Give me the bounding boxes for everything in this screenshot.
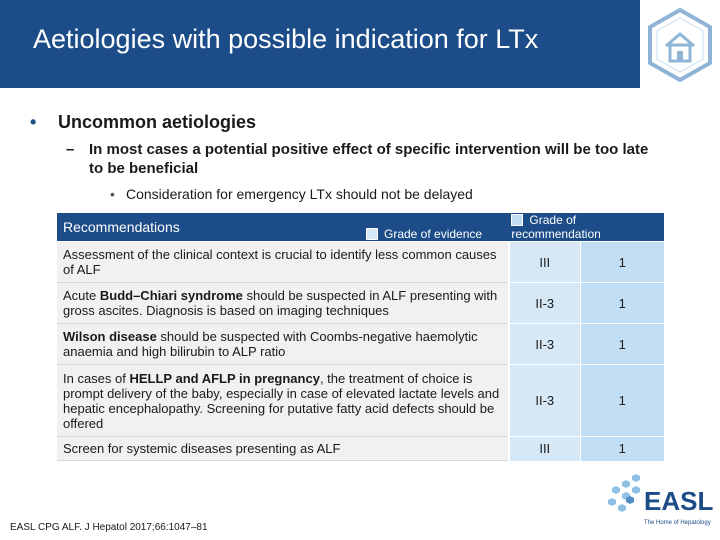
recommendation-text: Screen for systemic diseases presenting … bbox=[57, 436, 509, 461]
grade-of-evidence: II-3 bbox=[508, 282, 580, 324]
grade-of-recommendation: 1 bbox=[579, 436, 664, 461]
grade-of-recommendation: 1 bbox=[579, 282, 664, 324]
recommendations-table: Recommendations Grade of evidence Grade … bbox=[57, 213, 664, 461]
bullet-level-1: • Uncommon aetiologies bbox=[30, 112, 256, 133]
table-row: Wilson disease should be suspected with … bbox=[57, 323, 664, 365]
table-header-row: Recommendations Grade of evidence Grade … bbox=[57, 213, 664, 242]
easl-logo-graphic: EASL The Home of Hepatology bbox=[608, 474, 713, 526]
grade-of-evidence: II-3 bbox=[508, 323, 580, 365]
recommendation-text: In cases of HELLP and AFLP in pregnancy,… bbox=[57, 364, 509, 437]
bullet-dot: • bbox=[30, 112, 37, 132]
logo-tagline: The Home of Hepatology bbox=[644, 520, 711, 526]
grade-of-evidence: III bbox=[508, 241, 580, 283]
table-row: In cases of HELLP and AFLP in pregnancy,… bbox=[57, 364, 664, 437]
title-bar: Aetiologies with possible indication for… bbox=[0, 0, 640, 88]
grade-of-recommendation: 1 bbox=[579, 364, 664, 437]
bullet-dot-small: • bbox=[110, 186, 115, 202]
slide-title: Aetiologies with possible indication for… bbox=[33, 24, 539, 54]
grade-of-evidence: II-3 bbox=[508, 364, 580, 437]
table-row: Acute Budd–Chiari syndrome should be sus… bbox=[57, 282, 664, 324]
bullet-level-2: – In most cases a potential positive eff… bbox=[66, 140, 656, 178]
evidence-swatch bbox=[366, 228, 378, 240]
grade-legend: Grade of evidence Grade of recommendatio… bbox=[366, 213, 664, 242]
grade-of-evidence: III bbox=[508, 436, 580, 461]
logo-text: EASL bbox=[644, 486, 713, 516]
table-row: Screen for systemic diseases presenting … bbox=[57, 436, 664, 461]
grade-of-recommendation: 1 bbox=[579, 323, 664, 365]
recommendation-text: Wilson disease should be suspected with … bbox=[57, 323, 509, 365]
bullet-level-3: • Consideration for emergency LTx should … bbox=[110, 186, 473, 202]
grade-of-recommendation: 1 bbox=[579, 241, 664, 283]
bullet-dash: – bbox=[66, 141, 75, 158]
slide-header: Aetiologies with possible indication for… bbox=[0, 0, 720, 88]
home-button[interactable] bbox=[648, 7, 712, 83]
table-row: Assessment of the clinical context is cr… bbox=[57, 241, 664, 283]
legend-recommendation-label: Grade of recommendation bbox=[511, 213, 601, 241]
bullet-level-3-text: Consideration for emergency LTx should n… bbox=[126, 186, 473, 202]
logo-hexagon-cluster bbox=[608, 474, 640, 512]
recommendations-header: Recommendations bbox=[57, 213, 509, 242]
legend-recommendation: Grade of recommendation bbox=[511, 213, 640, 241]
recommendation-text: Acute Budd–Chiari syndrome should be sus… bbox=[57, 282, 509, 324]
bullet-level-2-text: In most cases a potential positive effec… bbox=[89, 141, 649, 177]
bullet-level-1-text: Uncommon aetiologies bbox=[58, 112, 257, 132]
recommendation-text: Assessment of the clinical context is cr… bbox=[57, 241, 509, 283]
legend-evidence: Grade of evidence bbox=[366, 227, 482, 241]
home-icon bbox=[648, 7, 712, 83]
recommendation-swatch bbox=[511, 214, 524, 226]
easl-logo: EASL The Home of Hepatology bbox=[604, 474, 714, 530]
citation: EASL CPG ALF. J Hepatol 2017;66:1047–81 bbox=[10, 522, 208, 533]
legend-evidence-label: Grade of evidence bbox=[384, 227, 483, 241]
